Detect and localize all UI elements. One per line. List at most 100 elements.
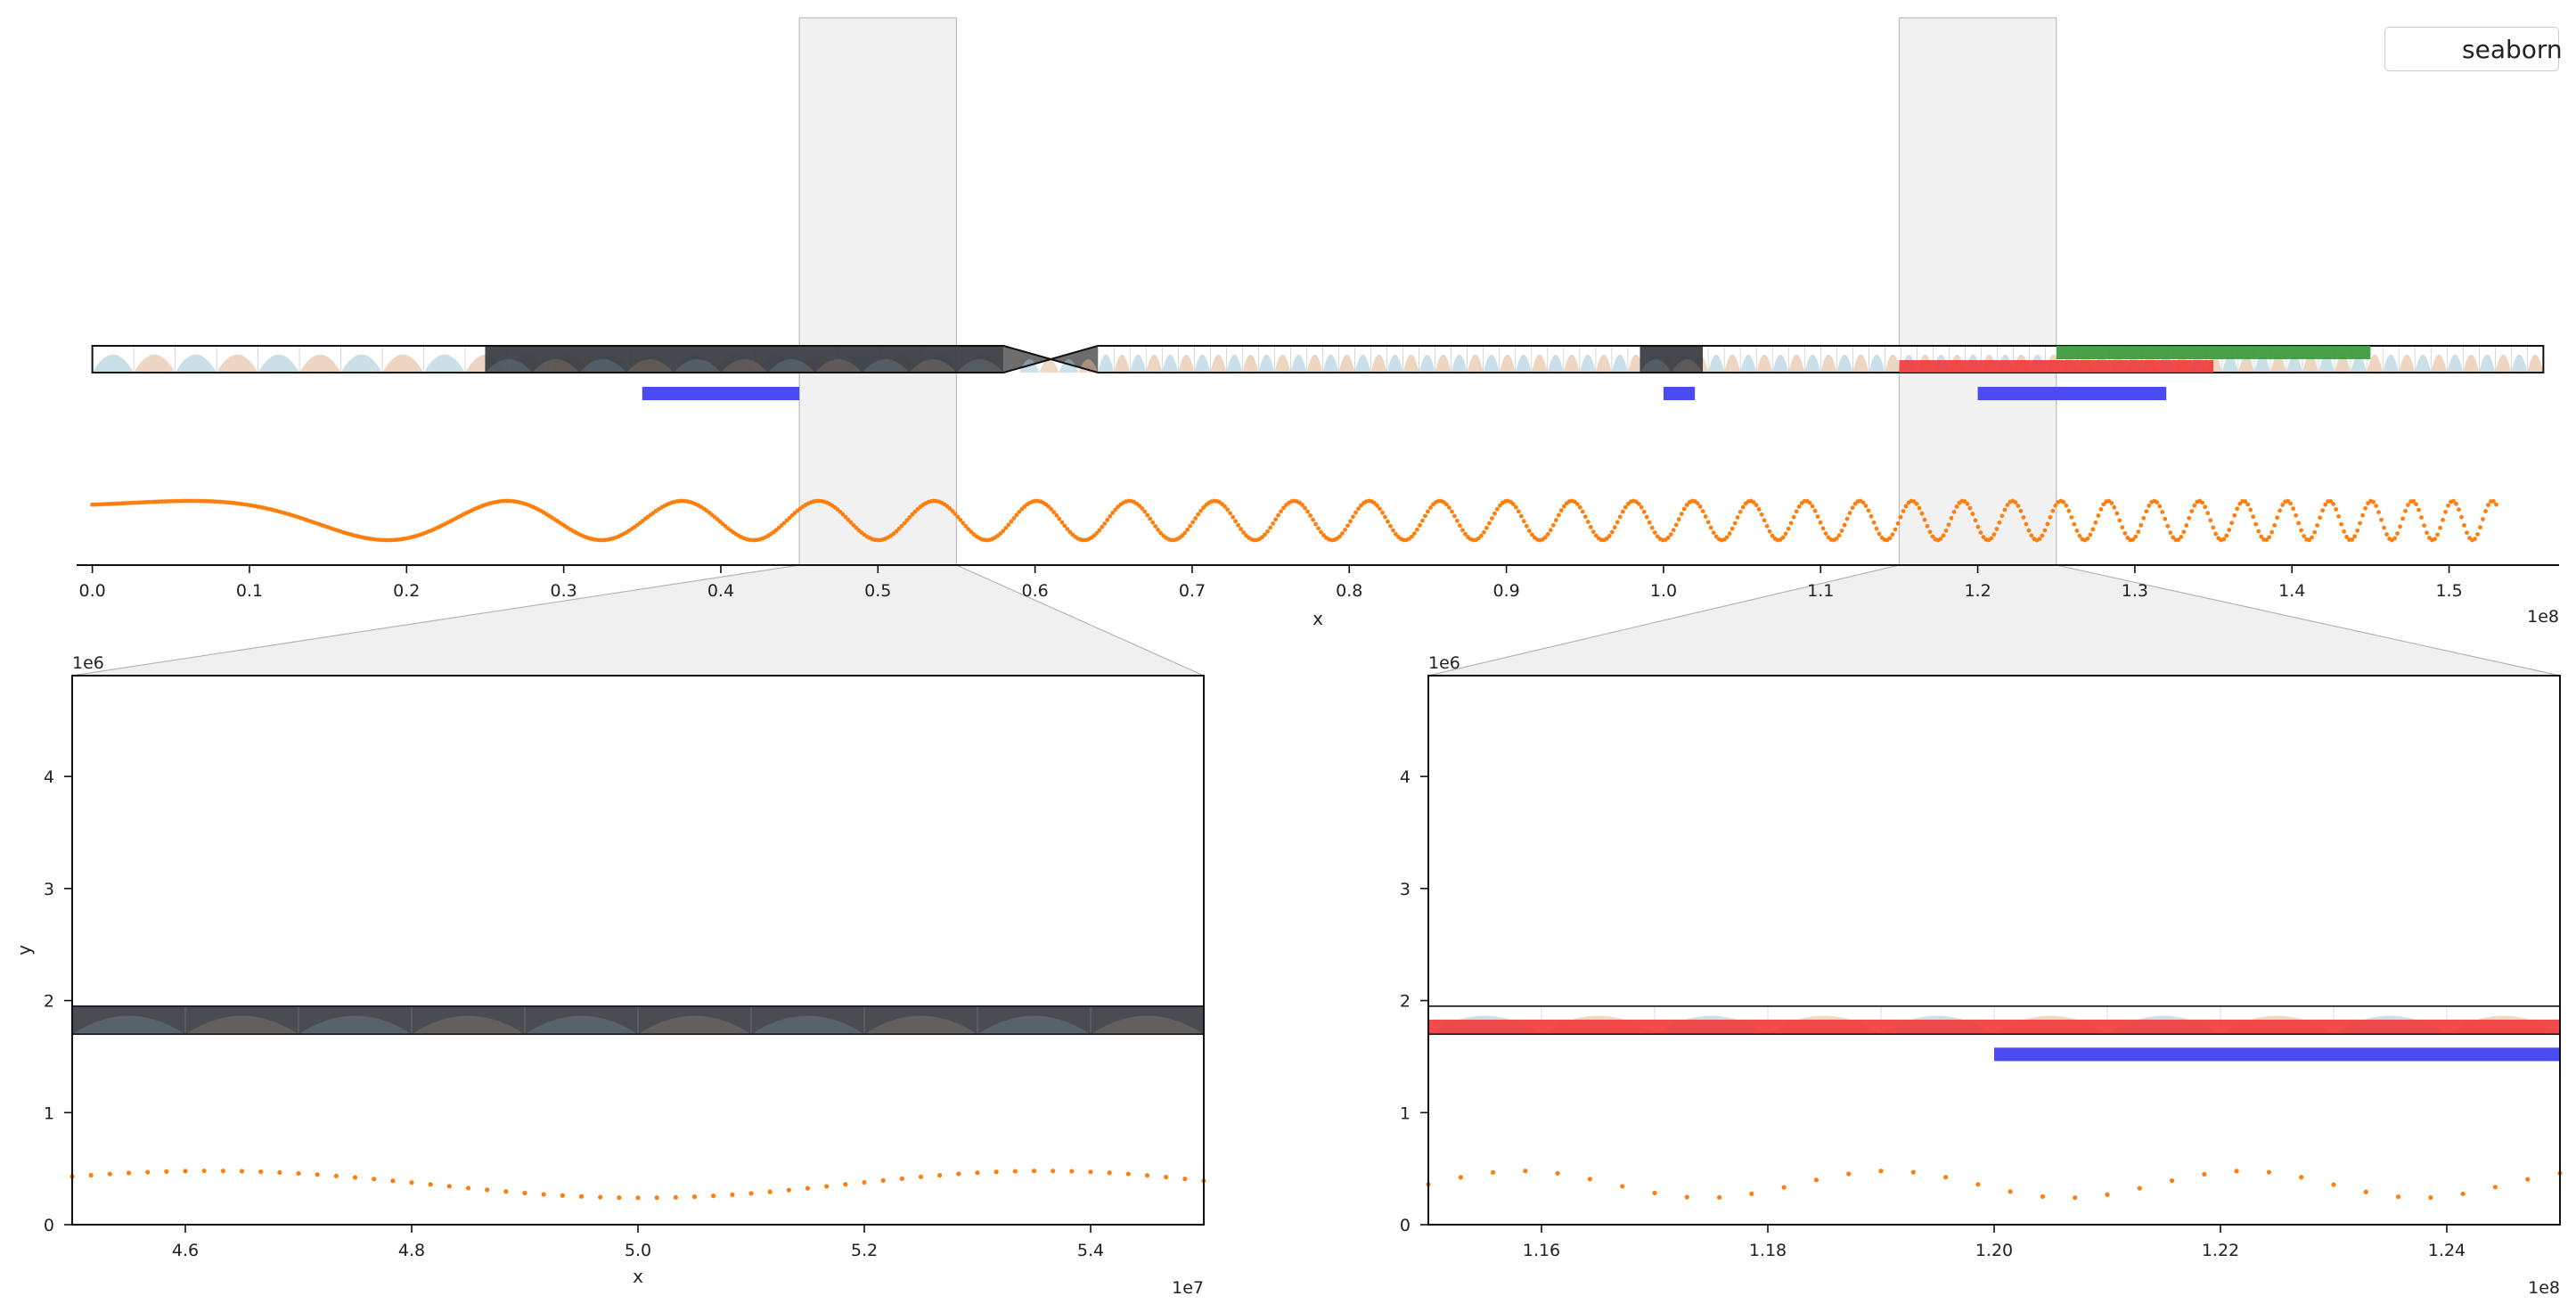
data-point xyxy=(1478,533,1484,538)
data-point xyxy=(2224,533,2229,538)
data-point xyxy=(1049,506,1054,512)
data-point xyxy=(1148,516,1153,521)
ideogram-band xyxy=(412,1015,525,1035)
data-point xyxy=(730,1192,735,1197)
ideogram-band xyxy=(1579,354,1596,373)
data-point xyxy=(1006,522,1011,528)
data-point xyxy=(1946,522,1951,527)
data-point xyxy=(2272,522,2278,528)
data-point xyxy=(1791,514,1796,520)
data-point xyxy=(1356,506,1361,512)
data-point xyxy=(1196,512,1201,517)
data-point xyxy=(2205,511,2211,516)
ideogram-band xyxy=(1772,354,1789,373)
data-point xyxy=(2406,503,2410,507)
data-point xyxy=(1585,520,1591,524)
data-point xyxy=(1458,523,1462,529)
data-point xyxy=(953,512,958,516)
data-point xyxy=(446,1184,452,1189)
data-point xyxy=(2310,535,2315,540)
data-point xyxy=(1380,510,1385,515)
data-point xyxy=(1059,520,1065,525)
data-point xyxy=(1919,511,1925,516)
data-point xyxy=(2384,532,2389,537)
data-point xyxy=(1997,520,2002,525)
data-point xyxy=(2165,523,2171,529)
data-point xyxy=(1455,518,1460,523)
x-tick-label: 1.2 xyxy=(1964,581,1991,601)
data-point xyxy=(1353,510,1358,515)
data-point xyxy=(1818,520,1823,525)
data-point xyxy=(2093,520,2098,525)
data-point xyxy=(1665,535,1671,540)
data-point xyxy=(2050,508,2056,513)
data-point xyxy=(1017,509,1022,514)
ideogram-band xyxy=(1039,359,1059,373)
data-point xyxy=(1241,530,1246,535)
data-point xyxy=(1481,529,1486,535)
data-point xyxy=(1009,519,1014,524)
annotation-bar xyxy=(2056,346,2371,359)
data-point xyxy=(1844,516,1850,521)
ideogram-band xyxy=(134,354,176,373)
data-point xyxy=(1345,523,1350,529)
data-point xyxy=(2189,509,2195,513)
data-point xyxy=(1681,506,1687,512)
data-point xyxy=(2073,1195,2078,1201)
annotation-bar xyxy=(642,387,800,400)
data-point xyxy=(1094,530,1100,536)
data-point xyxy=(1927,529,1933,535)
data-point xyxy=(2155,500,2160,505)
data-point xyxy=(1823,531,1828,536)
ideogram-band xyxy=(1820,354,1837,373)
data-point xyxy=(787,515,792,521)
data-point xyxy=(1609,529,1615,535)
y-tick-label: 0 xyxy=(44,1216,54,1235)
data-point xyxy=(673,1194,678,1200)
y-offset-label: 1e6 xyxy=(72,653,104,673)
data-point xyxy=(1620,1184,1625,1189)
data-point xyxy=(390,1178,396,1184)
data-point xyxy=(1991,532,1997,537)
data-point xyxy=(1836,533,1842,538)
data-point xyxy=(1751,500,1756,504)
data-point xyxy=(1989,536,1994,541)
data-point xyxy=(1046,504,1051,509)
data-point xyxy=(2200,500,2205,505)
data-point xyxy=(2481,517,2485,521)
data-point xyxy=(1973,518,1978,523)
data-point xyxy=(560,1193,565,1198)
x-tick-label: 1.1 xyxy=(1807,581,1834,601)
data-point xyxy=(1054,513,1059,518)
data-point xyxy=(902,521,907,526)
data-point xyxy=(1516,509,1521,514)
data-point xyxy=(1319,529,1323,535)
data-point xyxy=(1749,1191,1754,1196)
ideogram-band xyxy=(1386,354,1403,373)
data-point xyxy=(1378,506,1382,512)
data-point xyxy=(2280,503,2286,507)
data-point xyxy=(1684,503,1689,507)
data-point xyxy=(635,1195,641,1201)
data-point xyxy=(1545,531,1550,537)
data-point xyxy=(2414,502,2418,507)
ideogram-band xyxy=(2383,354,2400,373)
data-point xyxy=(2074,529,2080,533)
data-point xyxy=(937,1172,943,1178)
ideogram-band xyxy=(626,359,675,373)
data-point xyxy=(2021,515,2026,520)
data-point xyxy=(1386,519,1390,524)
data-point xyxy=(2446,503,2450,508)
y-offset-label: 1e6 xyxy=(1428,653,1460,673)
data-point xyxy=(1732,521,1738,526)
ideogram-band xyxy=(1258,354,1275,373)
annotation-bar xyxy=(1899,360,2214,373)
data-point xyxy=(1703,514,1708,519)
data-point xyxy=(1105,517,1110,522)
data-point xyxy=(1343,527,1347,532)
data-point xyxy=(2141,515,2147,521)
data-point xyxy=(2267,535,2272,540)
data-point xyxy=(1198,508,1204,513)
data-point xyxy=(862,1179,867,1185)
